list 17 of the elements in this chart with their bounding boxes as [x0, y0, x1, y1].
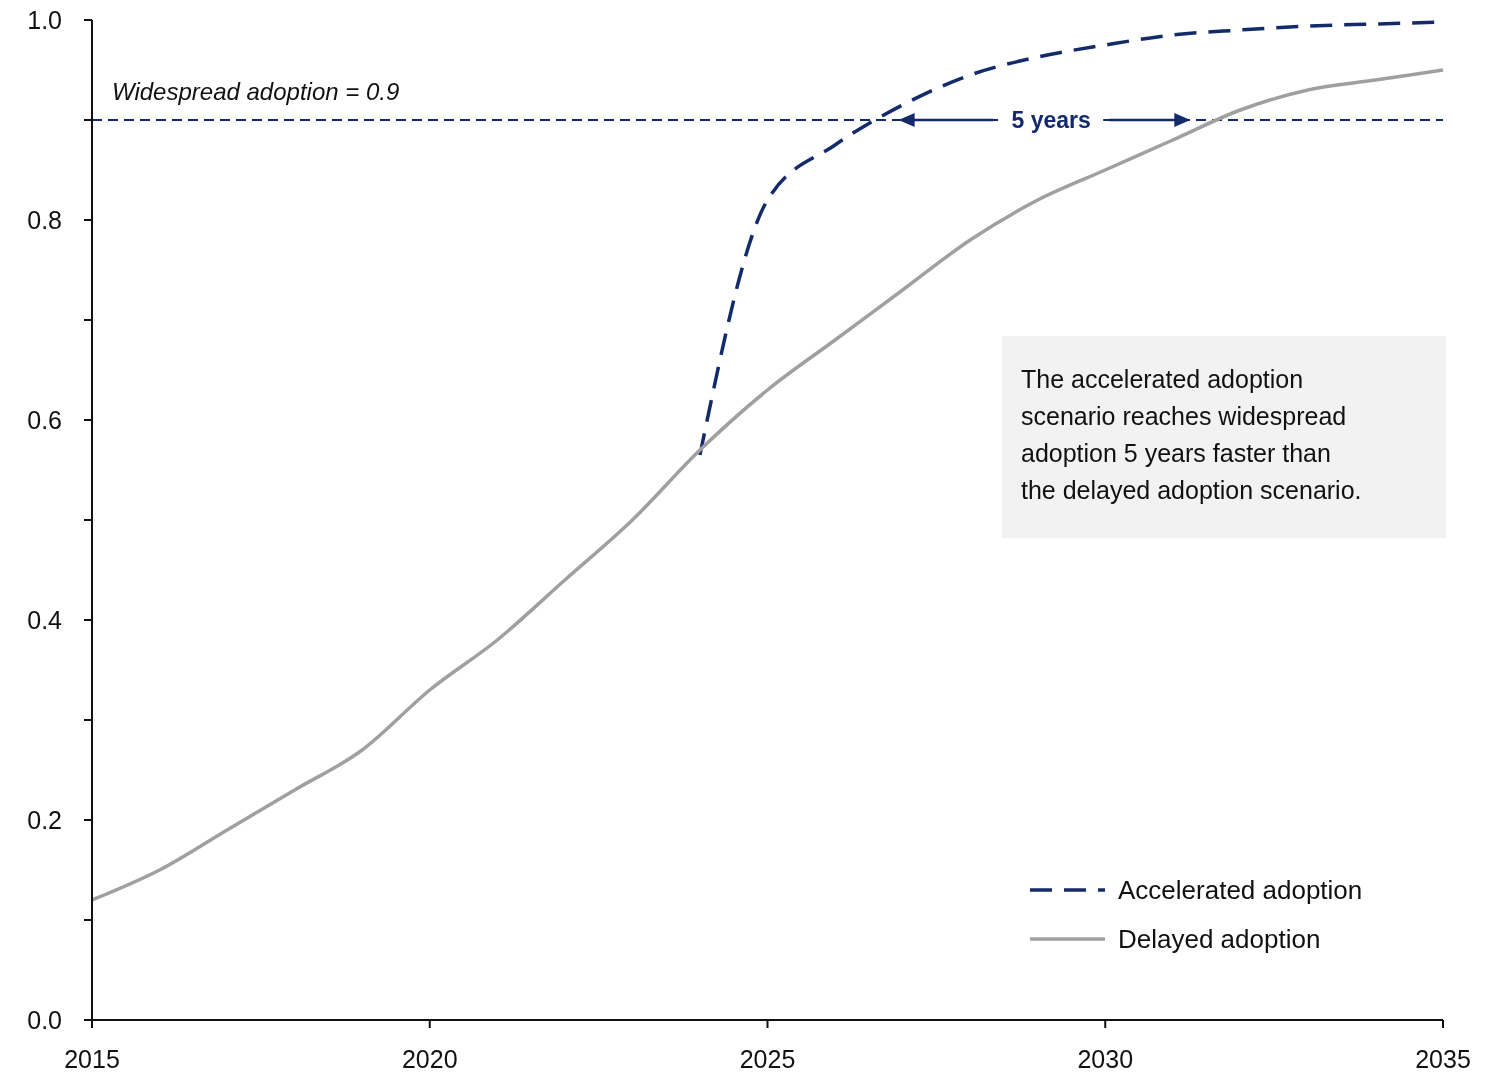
y-tick-label: 0.2 — [27, 805, 62, 834]
legend-label: Accelerated adoption — [1118, 875, 1363, 906]
x-tick-label: 2015 — [64, 1045, 120, 1073]
annotation: The accelerated adoption scenario reaches widespread adoption 5 years faster than the delayed adoption scenario. — [1021, 365, 1362, 504]
line-series — [90, 68, 1445, 902]
y-tick-label: 0.0 — [27, 1005, 62, 1034]
x-tick-label: 2025 — [739, 1045, 796, 1073]
x-tick-label: 2020 — [401, 1045, 458, 1073]
y-tick-label: 0.8 — [27, 205, 62, 234]
x-tick-label: 2030 — [1077, 1045, 1134, 1073]
annotation: 5 years — [1011, 107, 1091, 134]
ref-line-label: Widespread adoption = 0.9 — [112, 78, 400, 105]
y-tick-label: 1.0 — [27, 5, 62, 34]
x-tick-label: 2035 — [1415, 1045, 1471, 1073]
y-tick-label: 0.6 — [27, 405, 62, 434]
y-tick-label: 0.4 — [27, 605, 63, 634]
legend-label: Delayed adoption — [1118, 924, 1321, 955]
